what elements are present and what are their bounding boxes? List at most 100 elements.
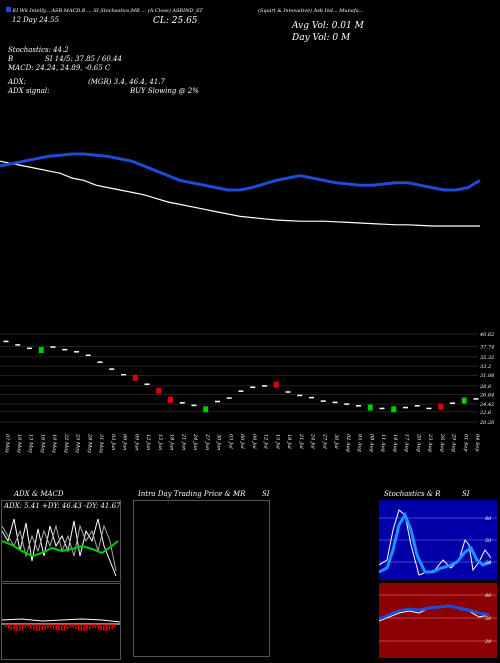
- macd-bar: [100, 624, 102, 631]
- price-candle: [38, 347, 44, 354]
- date-tick-label: 17 Aug: [404, 434, 410, 452]
- date-tick-label: 07 May: [4, 434, 10, 453]
- date-tick-label: 04 Sep: [474, 434, 480, 452]
- macd-bar: [38, 624, 41, 631]
- price-candle: [356, 405, 361, 407]
- price-candle: [320, 400, 326, 402]
- macd-bar: [10, 624, 13, 630]
- intraday-panel: [133, 500, 270, 657]
- macd-bar: [58, 624, 60, 631]
- date-tick-label: 19 May: [51, 434, 57, 453]
- date-tick-label: 15 Jun: [157, 434, 163, 450]
- date-tick-label: 03 Jun: [110, 434, 116, 450]
- price-candle: [391, 406, 397, 413]
- date-tick-label: 11 Aug: [380, 434, 386, 452]
- price-candle: [191, 404, 197, 407]
- price-candle: [168, 396, 173, 403]
- date-tick-label: 30 Jul: [333, 434, 339, 449]
- macd-bar: [35, 624, 38, 631]
- price-candle: [403, 406, 408, 409]
- ma-series-1: [0, 152, 481, 192]
- macd-bar: [27, 624, 29, 628]
- macd-bar: [80, 624, 83, 631]
- si-line: SI 14/5: 37.85 / 60.44: [45, 55, 122, 63]
- macd-bar: [52, 624, 55, 629]
- price-tick-label: 33.2: [480, 364, 491, 370]
- price-candle: [414, 405, 420, 407]
- date-tick-label: 12 Jul: [263, 434, 269, 449]
- intraday-si: SI: [262, 490, 270, 498]
- price-candle: [450, 402, 455, 404]
- price-tick-label: 31.08: [480, 373, 494, 379]
- price-tick-label: 24.42: [479, 402, 494, 408]
- buy-signal: BUY Slowing @ 2%: [130, 87, 199, 95]
- date-tick-label: 27 Jun: [204, 433, 210, 450]
- macd-bar: [30, 624, 32, 629]
- price-candle: [238, 390, 244, 392]
- date-tick-label: 05 Aug: [357, 434, 363, 452]
- date-tick-label: 18 Jun: [169, 434, 175, 450]
- stoch-axis-80: 80: [485, 516, 492, 522]
- price-candle: [85, 354, 91, 357]
- macd-bar: [47, 624, 49, 629]
- price-candle: [50, 346, 56, 348]
- ticker-legend: EI Wk Intelly... ASB.MACD.B ... SI,Stoch…: [6, 7, 203, 14]
- price-candle: [262, 385, 267, 387]
- close-label: CL: 25.65: [153, 16, 198, 26]
- date-tick-label: 21 Jul: [298, 433, 304, 449]
- date-tick-label: 08 Aug: [368, 434, 374, 452]
- macd-bar: [97, 624, 99, 630]
- day-left: 12 Day 24.55: [12, 16, 60, 24]
- date-tick-label: 02 Aug: [345, 434, 351, 452]
- price-candle: [74, 351, 79, 353]
- macd-bar: [94, 624, 97, 628]
- macd-bar: [55, 624, 57, 631]
- date-tick-label: 24 Jun: [192, 433, 198, 450]
- price-tick-label: 22.6: [479, 410, 492, 416]
- macd-bar: [86, 624, 88, 631]
- date-tick-label: 14 Aug: [392, 434, 398, 452]
- macd-bar: [7, 624, 10, 629]
- price-candle: [344, 403, 350, 405]
- si-axis-20: 20: [484, 639, 492, 645]
- company-line: (Squirt & Innovative) Asb Ind... Munafa.…: [258, 8, 364, 14]
- macd-bar: [44, 624, 46, 630]
- macd-bar: [105, 624, 108, 631]
- macd-bar: [24, 624, 27, 629]
- date-tick-label: 03 Jul: [227, 434, 233, 449]
- si-axis-50: 50: [485, 616, 492, 622]
- intraday-panel-title: Intra Day Trading Price & MR: [138, 490, 246, 498]
- stoch-panel-title: Stochastics & R: [384, 490, 441, 498]
- price-candle: [132, 374, 138, 381]
- date-tick-label: 16 May: [39, 434, 45, 453]
- macd-bar: [77, 624, 80, 631]
- price-chart: 40.62 37.74 35.32 33.2 31.08 28.6 26.64 24.42 22…: [0, 332, 495, 426]
- price-candle: [285, 391, 291, 393]
- moving-average-chart: [0, 152, 481, 227]
- price-candle: [473, 398, 479, 400]
- date-tick-label: 31 May: [98, 434, 104, 453]
- price-candle: [27, 347, 32, 350]
- price-tick-label: 26.64: [479, 392, 494, 398]
- macd-bar: [41, 624, 43, 631]
- price-candle: [250, 386, 256, 388]
- macd-bar: [13, 624, 15, 631]
- macd-bar: [49, 624, 52, 628]
- tickers-text: EI Wk Intelly... ASB.MACD.B ... SI,Stoch…: [12, 8, 203, 14]
- macd-bar: [83, 624, 85, 631]
- macd-bar: [75, 624, 77, 630]
- price-tick-label: 37.74: [480, 344, 494, 350]
- price-candle: [379, 407, 385, 410]
- day-vol-label: Day Vol: 0 M: [292, 33, 351, 43]
- date-tick-label: 22 May: [63, 433, 69, 453]
- avg-vol-label: Avg Vol: 0.01 M: [292, 21, 364, 31]
- macd-bar: [33, 624, 35, 631]
- macd-bar: [63, 624, 66, 631]
- date-tick-label: 24 Jul: [310, 433, 316, 449]
- adx-signal-label: ADX signal:: [8, 87, 50, 95]
- macd-panel: [1, 583, 121, 660]
- macd-bar: [89, 624, 91, 630]
- price-candle: [426, 407, 432, 410]
- macd-bar: [108, 624, 111, 631]
- date-tick-label: 30 Jun: [216, 434, 222, 450]
